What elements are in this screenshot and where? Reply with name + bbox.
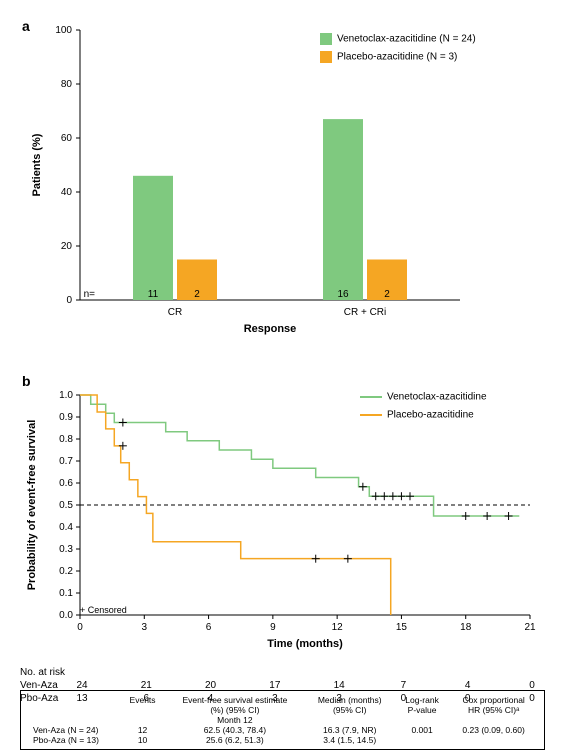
table-cell: 12 (120, 725, 165, 735)
svg-text:Patients (%): Patients (%) (31, 133, 43, 196)
table-col-header: Events (120, 695, 165, 715)
svg-text:1.0: 1.0 (59, 390, 73, 401)
legend-item-pbo: Placebo-azacitidine (N = 3) (320, 48, 476, 66)
svg-text:9: 9 (270, 622, 276, 633)
svg-text:2: 2 (194, 289, 200, 300)
svg-text:15: 15 (396, 622, 408, 633)
svg-text:11: 11 (148, 289, 159, 300)
summary-table: EventsEvent-free survival estimate(%) (9… (20, 690, 545, 750)
table-cell: 16.3 (7.9, NR) (305, 725, 395, 735)
panel-a-legend: Venetoclax-azacitidine (N = 24) Placebo-… (320, 30, 476, 66)
svg-text:n=: n= (84, 289, 96, 300)
censor-note: + Censored (80, 605, 127, 615)
svg-text:0.4: 0.4 (59, 522, 73, 533)
svg-text:0.1: 0.1 (59, 588, 73, 599)
svg-text:16: 16 (337, 289, 349, 300)
svg-text:100: 100 (55, 25, 72, 36)
table-col-header (27, 695, 120, 715)
svg-text:0.7: 0.7 (59, 456, 73, 467)
legend-line-ven (360, 396, 382, 398)
svg-text:80: 80 (61, 79, 73, 90)
svg-text:40: 40 (61, 187, 73, 198)
risk-header: No. at risk (20, 667, 65, 678)
legend-text-ven: Venetoclax-azacitidine (N = 24) (337, 33, 476, 44)
svg-text:Probability of event-free surv: Probability of event-free survival (26, 420, 38, 591)
legend-line-pbo (360, 414, 382, 416)
svg-text:0: 0 (66, 295, 72, 306)
svg-text:0.0: 0.0 (59, 610, 73, 621)
svg-text:18: 18 (460, 622, 472, 633)
legend-item-ven: Venetoclax-azacitidine (N = 24) (320, 30, 476, 48)
svg-text:0.6: 0.6 (59, 478, 73, 489)
legend-text-pbo: Placebo-azacitidine (N = 3) (337, 51, 457, 62)
table-row: Pbo-Aza (N = 13)1025.6 (6.2, 51.3)3.4 (1… (27, 735, 538, 745)
svg-text:0.5: 0.5 (59, 500, 73, 511)
table-col-header: Log-rankP-value (395, 695, 449, 715)
table-cell: 3.4 (1.5, 14.5) (305, 735, 395, 745)
svg-text:CR + CRi: CR + CRi (344, 307, 387, 318)
svg-text:12: 12 (332, 622, 344, 633)
table-cell: Ven-Aza (N = 24) (27, 725, 120, 735)
svg-text:Response: Response (244, 323, 297, 335)
table-cell: Pbo-Aza (N = 13) (27, 735, 120, 745)
svg-text:0.9: 0.9 (59, 412, 73, 423)
legend-swatch-ven (320, 33, 332, 45)
panel-b-legend: Venetoclax-azacitidine Placebo-azacitidi… (360, 388, 487, 424)
table-cell: 25.6 (6.2, 51.3) (165, 735, 304, 745)
legend-text-b-pbo: Placebo-azacitidine (387, 409, 474, 420)
table-cell: 0.001 (395, 725, 449, 735)
legend-swatch-pbo (320, 51, 332, 63)
legend-item-b-ven: Venetoclax-azacitidine (360, 388, 487, 406)
table-col-header: Cox proportionalHR (95% CI)ᵃ (449, 695, 538, 715)
svg-text:60: 60 (61, 133, 73, 144)
svg-text:0.2: 0.2 (59, 566, 73, 577)
table-row: Ven-Aza (N = 24)1262.5 (40.3, 78.4)16.3 … (27, 725, 538, 735)
svg-text:CR: CR (168, 307, 182, 318)
table-cell (449, 735, 538, 745)
svg-text:Time (months): Time (months) (267, 638, 343, 650)
svg-text:20: 20 (61, 241, 73, 252)
summary-table-inner: EventsEvent-free survival estimate(%) (9… (27, 695, 538, 745)
svg-text:2: 2 (384, 289, 390, 300)
svg-text:21: 21 (524, 622, 536, 633)
table-col-header: Median (months)(95% CI) (305, 695, 395, 715)
svg-text:0: 0 (77, 622, 83, 633)
svg-text:6: 6 (206, 622, 212, 633)
table-subhead: Month 12 (165, 715, 304, 725)
panel-a-chart: 0 20 40 60 80 100 Patients (%) 11 2 CR 16 2 CR + CRi… (0, 0, 565, 340)
table-cell: 10 (120, 735, 165, 745)
svg-text:0.8: 0.8 (59, 434, 73, 445)
svg-text:0.3: 0.3 (59, 544, 73, 555)
table-col-header: Event-free survival estimate(%) (95% CI) (165, 695, 304, 715)
table-cell: 62.5 (40.3, 78.4) (165, 725, 304, 735)
table-cell: 0.23 (0.09, 0.60) (449, 725, 538, 735)
svg-text:3: 3 (142, 622, 148, 633)
legend-text-b-ven: Venetoclax-azacitidine (387, 391, 487, 402)
legend-item-b-pbo: Placebo-azacitidine (360, 406, 487, 424)
table-cell (395, 735, 449, 745)
